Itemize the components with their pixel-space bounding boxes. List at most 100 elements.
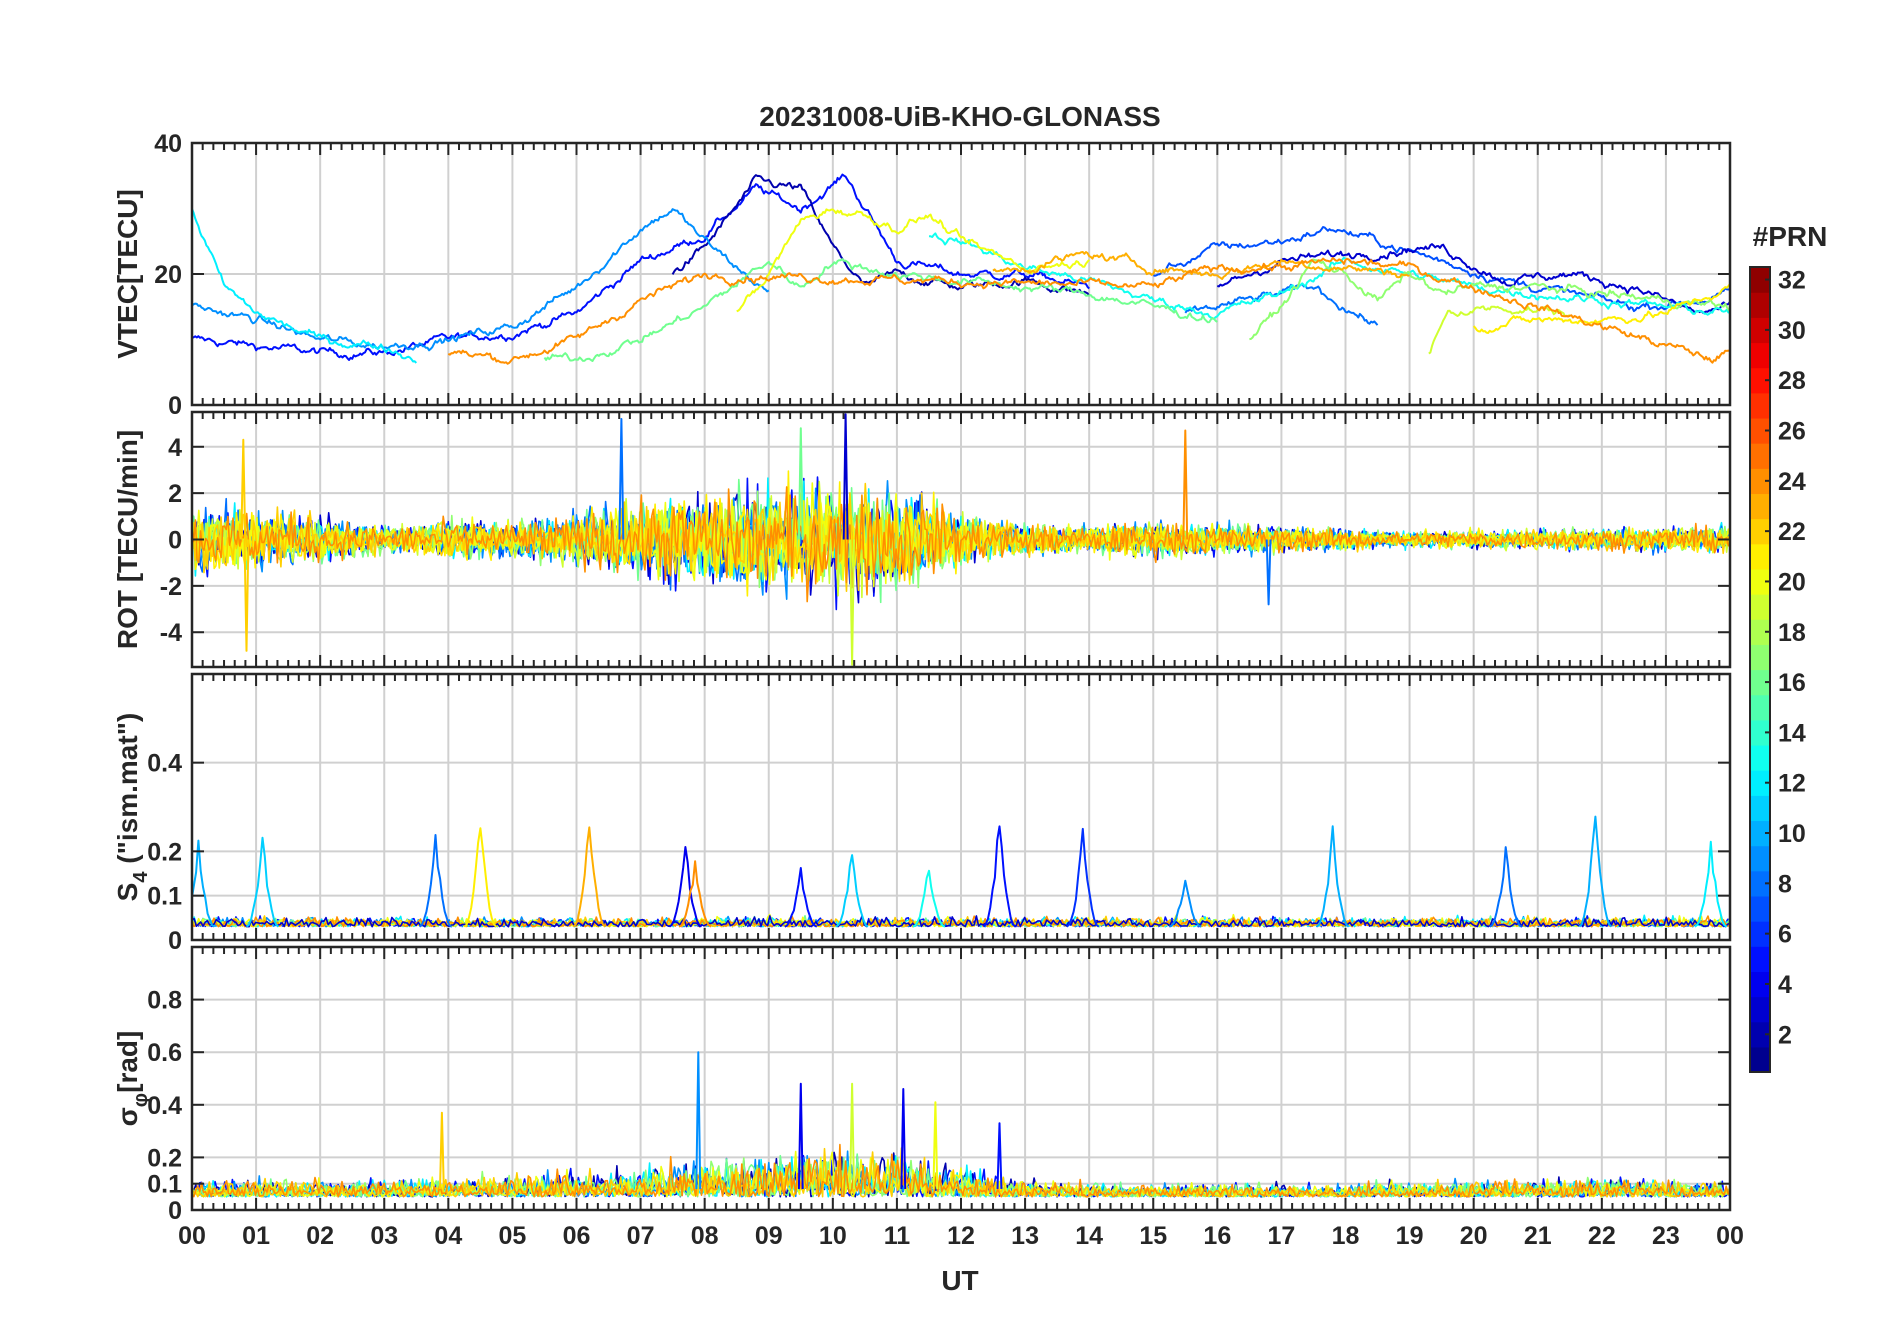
x-tick-label: 00 [178,1222,206,1250]
vtec-series-prn-5 [192,173,1090,361]
colorbar-tick-label: 32 [1778,267,1806,295]
x-tick-label: 03 [370,1222,398,1250]
s4-series-prn-3 [192,914,1730,928]
vtec-series-prn-9 [192,208,770,352]
x-tick-label: 13 [1011,1222,1039,1250]
s4-spike [835,854,869,928]
sigma-spike [849,1082,855,1189]
s4-spike [463,827,498,928]
rot-peak [618,418,625,540]
sigma-spike [695,1051,702,1189]
rot-peak [849,539,855,666]
vtec-series-prn-24 [447,257,1730,365]
panel-3-ytick-label: 0.2 [147,1144,182,1172]
x-tick-label: 15 [1139,1222,1167,1250]
s4-spike [982,825,1017,928]
x-axis-label: UT [941,1265,978,1296]
ylabel-sub: φ [130,1093,152,1107]
colorbar-tick-label: 2 [1778,1021,1792,1049]
vtec-series-prn-19 [1428,305,1571,355]
rot-peak [1182,429,1189,540]
colorbar-segment [1750,493,1770,520]
vtec-series-prn-17 [1249,258,1730,341]
panel-3-ytick-label: 0.1 [147,1171,182,1199]
colorbar-segment [1750,744,1770,771]
sigma-spike [996,1122,1003,1189]
colorbar-segment [1750,568,1770,595]
panel-1-ytick-label: 2 [168,480,182,508]
ylabel-main: σ [112,1107,143,1126]
colorbar-label: #PRN [1753,221,1828,252]
s4-spike [1316,825,1350,928]
sigma-spike [439,1111,445,1189]
s4-spike [784,867,818,928]
x-tick-label: 02 [306,1222,334,1250]
colorbar-segment [1750,870,1770,897]
s4-spike [1489,846,1523,928]
colorbar-segment [1750,845,1770,872]
colorbar-tick-label: 8 [1778,870,1792,898]
ylabel-rest: [rad] [112,1031,143,1093]
colorbar-segment [1750,594,1770,620]
colorbar-segment [1750,468,1770,495]
colorbar-tick-label: 10 [1778,820,1806,848]
sigma-spike [932,1101,939,1189]
panel-1-data [192,413,1730,666]
x-tick-label: 19 [1396,1222,1424,1250]
panel-2-ytick-label: 0.1 [147,883,182,911]
panel-1-ylabel: ROT [TECU/min] [112,430,143,649]
panel-1-ytick-label: 4 [168,434,182,462]
colorbar-segment [1750,820,1770,847]
x-tick-label: 18 [1332,1222,1360,1250]
panel-0-ytick-label: 40 [154,130,182,158]
colorbar-tick-label: 20 [1778,568,1806,596]
colorbar-tick-label: 22 [1778,518,1806,546]
rot-peak [1265,539,1272,606]
sigma-spike [900,1088,907,1189]
colorbar-segment [1750,1046,1770,1073]
colorbar-tick-label: 28 [1778,367,1806,395]
panel-0-ytick-label: 0 [168,392,182,420]
vtec-series-prn-7 [1152,226,1730,313]
colorbar-segment [1750,669,1770,696]
panel-2-grid [192,674,1730,940]
panel-2-data [192,815,1730,928]
s4-spike [1578,815,1613,928]
x-tick-label: 21 [1524,1222,1552,1250]
panel-0-ylabel: VTEC[TECU] [112,189,143,359]
ylabel-main: S [112,883,143,902]
x-tick-label: 06 [563,1222,591,1250]
colorbar-segment [1750,518,1770,545]
colorbar-segment [1750,1021,1770,1048]
colorbar-segment [1750,342,1770,369]
colorbar-segment [1750,267,1770,293]
panel-3-data [192,1051,1730,1198]
panel-2-ytick-label: 0.2 [147,838,182,866]
panel-3-ytick-label: 0.4 [147,1092,182,1120]
panel-1-ytick-label: 0 [168,527,182,555]
colorbar-segment [1750,719,1770,746]
colorbar-tick-label: 30 [1778,317,1806,345]
s4-spike [678,860,712,928]
colorbar-segment [1750,443,1770,469]
x-tick-label: 16 [1203,1222,1231,1250]
s4-spike [1066,827,1100,928]
s4-spike [572,826,606,928]
vtec-series-prn-12 [192,208,418,364]
x-tick-label: 09 [755,1222,783,1250]
x-tick-label: 05 [499,1222,527,1250]
colorbar-segment [1750,644,1770,671]
chart-title: 20231008-UiB-KHO-GLONASS [759,101,1160,132]
panel-2-ticks [191,674,1731,941]
x-tick-label: 17 [1268,1222,1296,1250]
x-tick-label: 01 [242,1222,270,1250]
panel-3-ytick-label: 0.6 [147,1039,182,1067]
panel-0-ticks [191,142,1731,406]
colorbar-segment [1750,392,1770,419]
panel-1-ytick-label: -2 [160,573,182,601]
ylabel-sub: 4 [130,871,152,883]
x-tick-label: 04 [434,1222,462,1250]
colorbar-tick-label: 18 [1778,619,1806,647]
s4-spike [418,834,453,928]
